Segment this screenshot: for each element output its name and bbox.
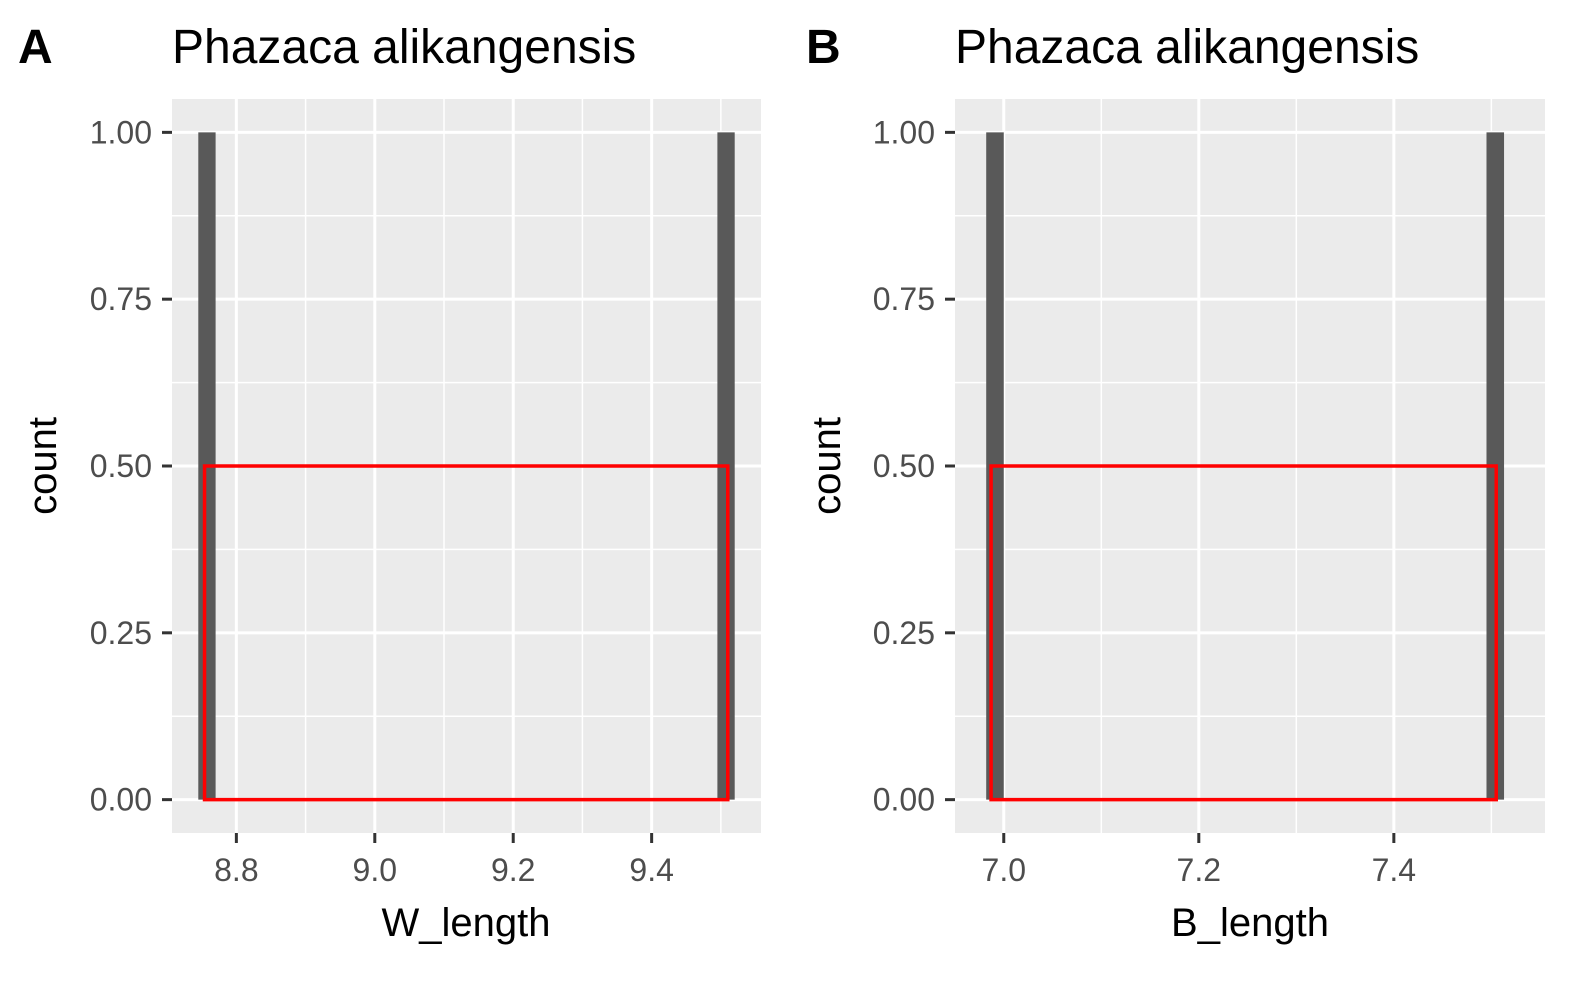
panel-a-y-tick-label: 0.50: [90, 448, 152, 484]
panel-b-y-tick-label: 0.50: [873, 448, 935, 484]
panel-b-x-axis: 7.0 7.2 7.4: [982, 833, 1416, 888]
panel-a-x-axis-title: W_length: [382, 901, 551, 945]
panel-a-y-axis-title: count: [21, 417, 65, 515]
panel-b-y-tick-label: 1.00: [873, 114, 935, 150]
panel-a-highlight-box-group: [202, 464, 730, 802]
panel-a-x-tick-label: 9.4: [629, 852, 673, 888]
panel-b-y-tick-label: 0.00: [873, 782, 935, 818]
panel-a-x-tick-label: 9.2: [491, 852, 535, 888]
panel-b-highlight-box: [989, 464, 1498, 802]
panel-b-y-tick-label: 0.75: [873, 281, 935, 317]
panel-b-x-tick-label: 7.0: [982, 852, 1026, 888]
panel-a-y-tick-label: 0.75: [90, 281, 152, 317]
panel-b-x-axis-title: B_length: [1171, 901, 1329, 945]
panel-b-tag: B: [806, 21, 841, 74]
panel-a-highlight-box: [202, 464, 730, 802]
panel-a-y-tick-label: 1.00: [90, 114, 152, 150]
panel-a-y-tick-label: 0.00: [90, 782, 152, 818]
panel-a-title: Phazaca alikangensis: [172, 21, 636, 74]
panel-b-x-tick-label: 7.2: [1177, 852, 1221, 888]
panel-a: A Phazaca alikangensis 0.00 0.25 0.50 0.75 1…: [18, 21, 761, 945]
panel-a-y-tick-label: 0.25: [90, 615, 152, 651]
panel-a-y-axis: 0.00 0.25 0.50 0.75 1.00: [90, 114, 172, 818]
panel-b: B Phazaca alikangensis 0.00 0.25 0.50 0.75 1…: [805, 21, 1545, 945]
panel-b-highlight-box-group: [989, 464, 1498, 802]
panel-a-x-axis: 8.8 9.0 9.2 9.4: [214, 833, 674, 888]
panel-a-tag: A: [18, 21, 53, 74]
panel-b-title: Phazaca alikangensis: [955, 21, 1419, 74]
panel-a-x-tick-label: 8.8: [214, 852, 258, 888]
panel-a-x-tick-label: 9.0: [353, 852, 397, 888]
panel-b-x-tick-label: 7.4: [1372, 852, 1416, 888]
panel-b-y-axis: 0.00 0.25 0.50 0.75 1.00: [873, 114, 955, 818]
panel-b-y-tick-label: 0.25: [873, 615, 935, 651]
panel-b-y-axis-title: count: [805, 417, 849, 515]
